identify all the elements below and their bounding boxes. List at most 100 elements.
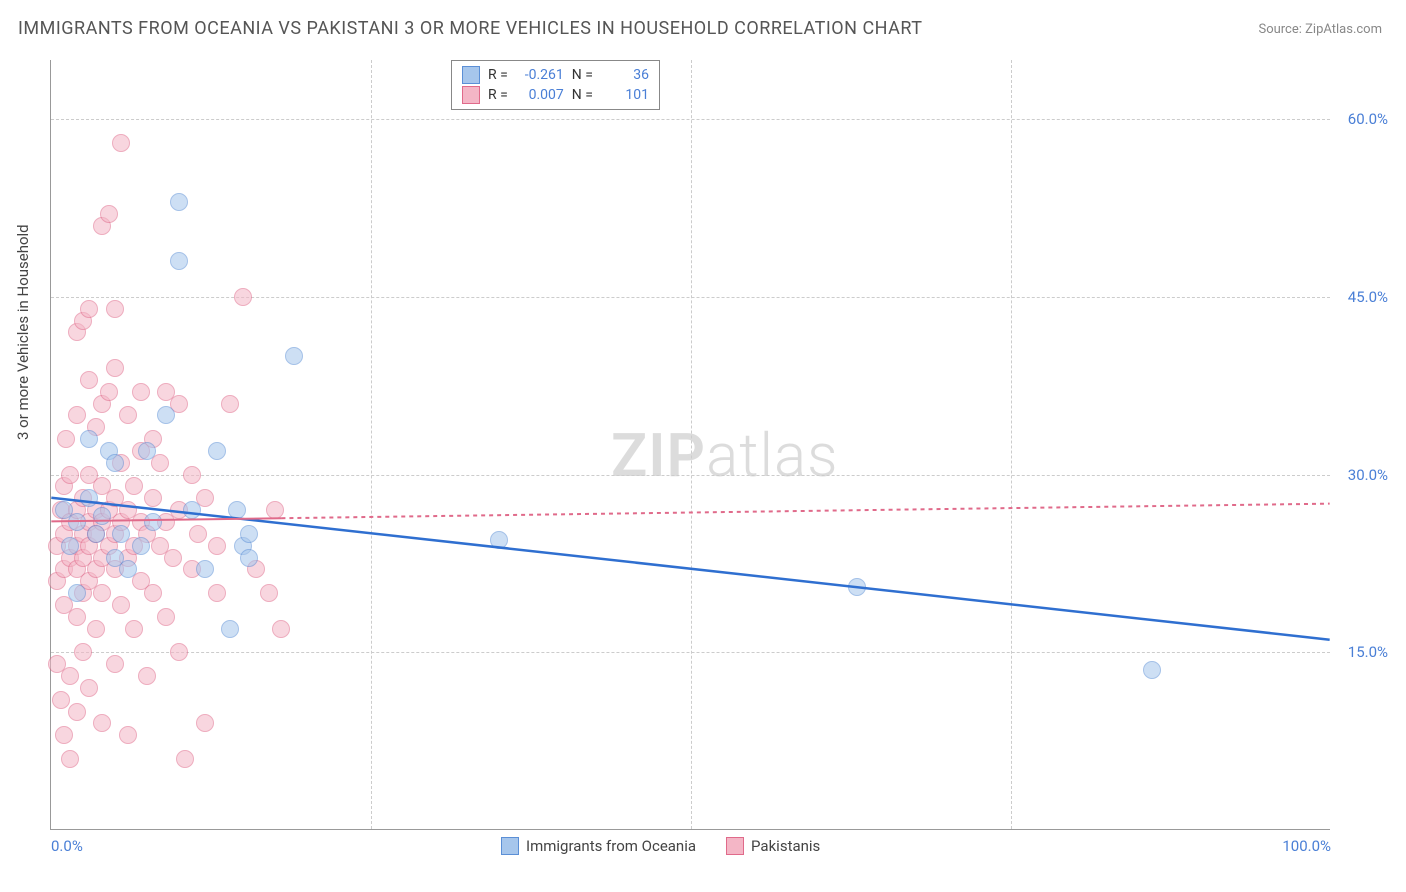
scatter-point	[228, 501, 246, 519]
stats-legend: R = -0.261 N = 36 R = 0.007 N = 101	[451, 60, 660, 110]
scatter-point	[183, 466, 201, 484]
source-attribution: Source: ZipAtlas.com	[1258, 22, 1382, 37]
stats-legend-row: R = 0.007 N = 101	[462, 85, 649, 105]
scatter-point	[80, 679, 98, 697]
scatter-point	[57, 430, 75, 448]
stat-n-value: 101	[601, 87, 649, 103]
scatter-point	[61, 667, 79, 685]
legend-swatch-blue	[462, 66, 480, 84]
y-axis-label: 3 or more Vehicles in Household	[14, 224, 32, 440]
legend-item: Immigrants from Oceania	[501, 837, 696, 855]
scatter-point	[208, 584, 226, 602]
stat-n-label: N =	[572, 67, 593, 83]
scatter-point	[55, 726, 73, 744]
scatter-point	[285, 347, 303, 365]
scatter-point	[170, 643, 188, 661]
scatter-point	[240, 525, 258, 543]
stat-n-label: N =	[572, 87, 593, 103]
scatter-point	[100, 205, 118, 223]
scatter-point	[74, 643, 92, 661]
y-tick-label: 30.0%	[1348, 466, 1388, 484]
scatter-point	[52, 691, 70, 709]
watermark-light: atlas	[706, 420, 839, 491]
chart-plot-area: ZIPatlas 15.0%30.0%45.0%60.0% 0.0%100.0%…	[50, 60, 1330, 830]
stat-r-value: 0.007	[516, 87, 564, 103]
scatter-point	[112, 134, 130, 152]
series-legend: Immigrants from Oceania Pakistanis	[501, 837, 820, 855]
y-tick-label: 45.0%	[1348, 288, 1388, 306]
chart-title: IMMIGRANTS FROM OCEANIA VS PAKISTANI 3 O…	[18, 18, 923, 39]
x-tick-label: 100.0%	[1282, 837, 1331, 855]
scatter-point	[87, 620, 105, 638]
scatter-point	[132, 537, 150, 555]
scatter-point	[272, 620, 290, 638]
scatter-point	[93, 714, 111, 732]
y-tick-label: 60.0%	[1348, 110, 1388, 128]
stats-legend-row: R = -0.261 N = 36	[462, 65, 649, 85]
scatter-point	[93, 507, 111, 525]
scatter-point	[490, 531, 508, 549]
legend-swatch-blue	[501, 837, 519, 855]
scatter-point	[106, 359, 124, 377]
scatter-point	[221, 620, 239, 638]
scatter-point	[234, 288, 252, 306]
scatter-point	[125, 620, 143, 638]
stat-r-label: R =	[488, 67, 508, 83]
scatter-point	[196, 714, 214, 732]
scatter-point	[61, 466, 79, 484]
stat-r-label: R =	[488, 87, 508, 103]
scatter-point	[138, 667, 156, 685]
scatter-point	[68, 608, 86, 626]
scatter-point	[170, 252, 188, 270]
legend-label: Pakistanis	[751, 837, 820, 855]
scatter-point	[164, 549, 182, 567]
scatter-point	[266, 501, 284, 519]
scatter-point	[80, 430, 98, 448]
legend-label: Immigrants from Oceania	[526, 837, 696, 855]
scatter-point	[176, 750, 194, 768]
legend-swatch-pink	[462, 86, 480, 104]
scatter-point	[132, 383, 150, 401]
watermark: ZIPatlas	[611, 420, 839, 491]
scatter-point	[93, 584, 111, 602]
scatter-point	[144, 489, 162, 507]
scatter-point	[189, 525, 207, 543]
scatter-point	[87, 525, 105, 543]
scatter-point	[125, 477, 143, 495]
y-tick-label: 15.0%	[1348, 643, 1388, 661]
legend-item: Pakistanis	[726, 837, 820, 855]
scatter-point	[68, 703, 86, 721]
scatter-point	[119, 560, 137, 578]
scatter-point	[221, 395, 239, 413]
scatter-point	[68, 513, 86, 531]
x-tick-label: 0.0%	[51, 837, 83, 855]
scatter-point	[80, 300, 98, 318]
scatter-point	[196, 560, 214, 578]
scatter-point	[80, 489, 98, 507]
scatter-point	[80, 371, 98, 389]
scatter-point	[848, 578, 866, 596]
scatter-point	[157, 608, 175, 626]
scatter-point	[100, 383, 118, 401]
legend-swatch-pink	[726, 837, 744, 855]
scatter-point	[119, 406, 137, 424]
scatter-point	[240, 549, 258, 567]
scatter-point	[260, 584, 278, 602]
scatter-point	[170, 193, 188, 211]
stat-r-value: -0.261	[516, 67, 564, 83]
scatter-point	[208, 537, 226, 555]
scatter-point	[112, 596, 130, 614]
scatter-point	[208, 442, 226, 460]
scatter-point	[157, 406, 175, 424]
scatter-point	[106, 655, 124, 673]
scatter-point	[61, 750, 79, 768]
scatter-point	[138, 442, 156, 460]
scatter-point	[68, 584, 86, 602]
scatter-point	[106, 300, 124, 318]
scatter-point	[112, 525, 130, 543]
scatter-point	[61, 537, 79, 555]
scatter-point	[1143, 661, 1161, 679]
scatter-point	[144, 584, 162, 602]
stat-n-value: 36	[601, 67, 649, 83]
scatter-point	[144, 513, 162, 531]
